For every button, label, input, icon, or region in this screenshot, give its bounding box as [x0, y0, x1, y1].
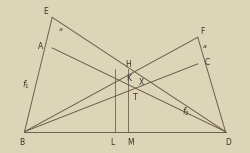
Text: $f_1$: $f_1$ — [22, 79, 30, 91]
Text: a: a — [59, 27, 63, 32]
Text: C: C — [205, 58, 210, 67]
Text: T: T — [133, 93, 138, 102]
Text: A: A — [38, 42, 43, 51]
Text: E: E — [43, 7, 48, 16]
Text: $f_2$: $f_2$ — [182, 105, 190, 118]
Text: a: a — [202, 44, 206, 49]
Text: L: L — [110, 138, 114, 147]
Text: M: M — [128, 138, 134, 147]
Text: D: D — [225, 138, 231, 147]
Text: K: K — [126, 74, 131, 83]
Text: X: X — [138, 78, 144, 87]
Text: H: H — [125, 60, 130, 69]
Text: B: B — [20, 138, 25, 147]
Text: F: F — [200, 27, 204, 36]
